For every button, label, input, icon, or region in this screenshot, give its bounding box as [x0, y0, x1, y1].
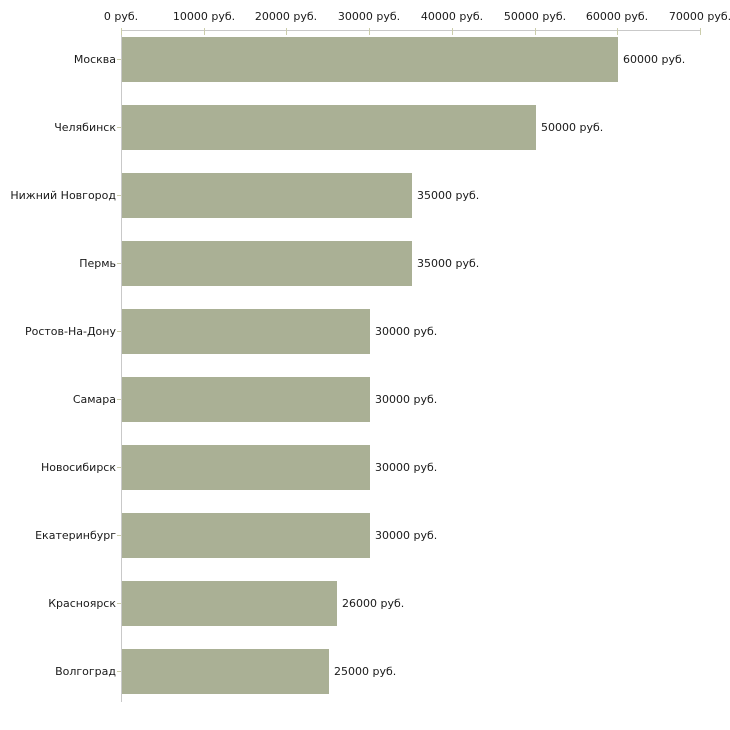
x-axis-tick-mark — [204, 28, 205, 35]
category-tick-mark — [117, 535, 121, 536]
category-label: Новосибирск — [40, 461, 116, 474]
x-axis-tick-mark — [452, 28, 453, 35]
x-axis-tick-label: 70000 руб. — [668, 10, 730, 23]
x-axis-tick-mark — [121, 28, 122, 35]
bar-value-label: 50000 руб. — [541, 121, 604, 134]
category-tick-mark — [117, 195, 121, 196]
category-tick-mark — [117, 399, 121, 400]
x-axis-tick-label: 30000 руб. — [337, 10, 401, 23]
x-axis-tick-label: 50000 руб. — [503, 10, 567, 23]
bar — [122, 649, 329, 694]
bar — [122, 309, 370, 354]
x-axis-tick-mark — [617, 28, 618, 35]
bar — [122, 241, 412, 286]
category-label: Пермь — [79, 257, 116, 270]
bar — [122, 377, 370, 422]
category-label: Москва — [73, 53, 116, 66]
bar-value-label: 25000 руб. — [334, 665, 397, 678]
x-axis-tick-mark — [286, 28, 287, 35]
x-axis-tick-label: 0 руб. — [103, 10, 139, 23]
bar-value-label: 26000 руб. — [342, 597, 405, 610]
bar-value-label: 30000 руб. — [375, 529, 438, 542]
x-axis-tick-mark — [700, 28, 701, 35]
x-axis-line — [121, 30, 701, 31]
bar-value-label: 30000 руб. — [375, 325, 438, 338]
category-label: Волгоград — [55, 665, 116, 678]
category-tick-mark — [117, 59, 121, 60]
category-tick-mark — [117, 263, 121, 264]
category-tick-mark — [117, 671, 121, 672]
category-tick-mark — [117, 331, 121, 332]
bar — [122, 445, 370, 490]
category-tick-mark — [117, 467, 121, 468]
bar-value-label: 30000 руб. — [375, 393, 438, 406]
category-label: Ростов-На-Дону — [24, 325, 116, 338]
category-label: Нижний Новгород — [10, 189, 116, 202]
bar — [122, 37, 618, 82]
x-axis-tick-label: 40000 руб. — [420, 10, 484, 23]
x-axis-tick-mark — [535, 28, 536, 35]
category-label: Екатеринбург — [35, 529, 116, 542]
x-axis-tick-mark — [369, 28, 370, 35]
category-label: Самара — [72, 393, 116, 406]
category-tick-mark — [117, 127, 121, 128]
bar — [122, 105, 536, 150]
category-tick-mark — [117, 603, 121, 604]
x-axis-tick-label: 10000 руб. — [172, 10, 236, 23]
bar — [122, 173, 412, 218]
category-label: Красноярск — [48, 597, 116, 610]
y-axis-line — [121, 30, 122, 702]
category-label: Челябинск — [54, 121, 116, 134]
bar — [122, 513, 370, 558]
x-axis-tick-label: 20000 руб. — [254, 10, 318, 23]
bar-value-label: 35000 руб. — [417, 189, 480, 202]
x-axis-tick-label: 60000 руб. — [585, 10, 649, 23]
bar-value-label: 35000 руб. — [417, 257, 480, 270]
bar-value-label: 60000 руб. — [623, 53, 686, 66]
bar — [122, 581, 337, 626]
bar-value-label: 30000 руб. — [375, 461, 438, 474]
